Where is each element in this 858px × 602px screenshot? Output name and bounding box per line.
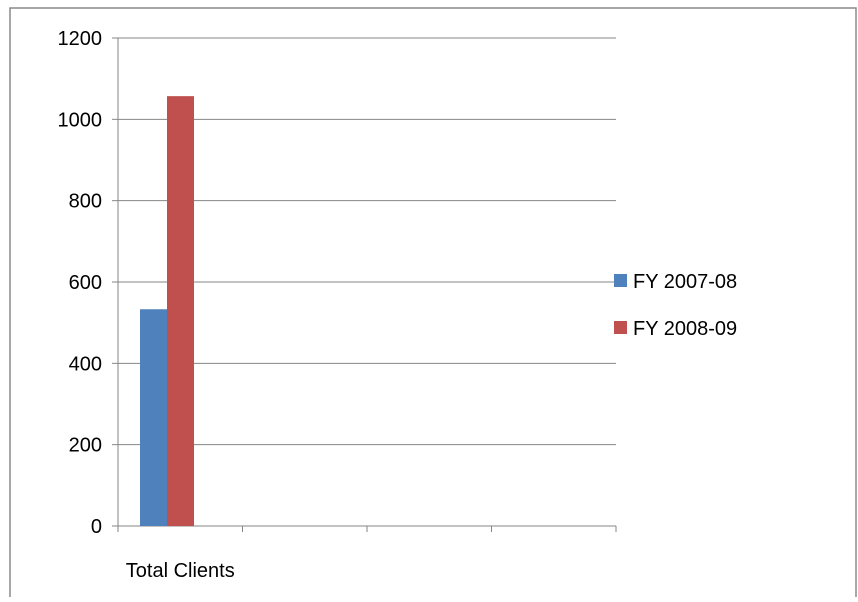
x-tick-label: Total Clients xyxy=(126,560,235,582)
bar-1-1 xyxy=(140,309,167,526)
bar-2-1 xyxy=(167,96,194,527)
chart-border xyxy=(9,7,857,602)
y-tick-label: 200 xyxy=(69,435,102,457)
y-tick-label: 1000 xyxy=(58,109,103,131)
axes xyxy=(112,37,617,532)
legend-label: FY 2007-08 xyxy=(633,271,737,293)
legend-swatch xyxy=(614,274,627,287)
y-tick-label: 1200 xyxy=(58,28,103,50)
legend-label: FY 2008-09 xyxy=(633,318,737,340)
y-tick-label: 0 xyxy=(91,516,102,538)
legend-swatch xyxy=(614,321,627,334)
bars xyxy=(140,96,194,527)
y-tick-label: 800 xyxy=(69,191,102,213)
y-tick-label: 600 xyxy=(69,272,102,294)
gridlines xyxy=(118,37,616,446)
tick-labels: 0 200 400 600 800 1000 1200 Total Clients xyxy=(58,28,235,582)
legend: FY 2007-08 FY 2008-09 xyxy=(614,271,737,340)
y-tick-label: 400 xyxy=(69,353,102,375)
